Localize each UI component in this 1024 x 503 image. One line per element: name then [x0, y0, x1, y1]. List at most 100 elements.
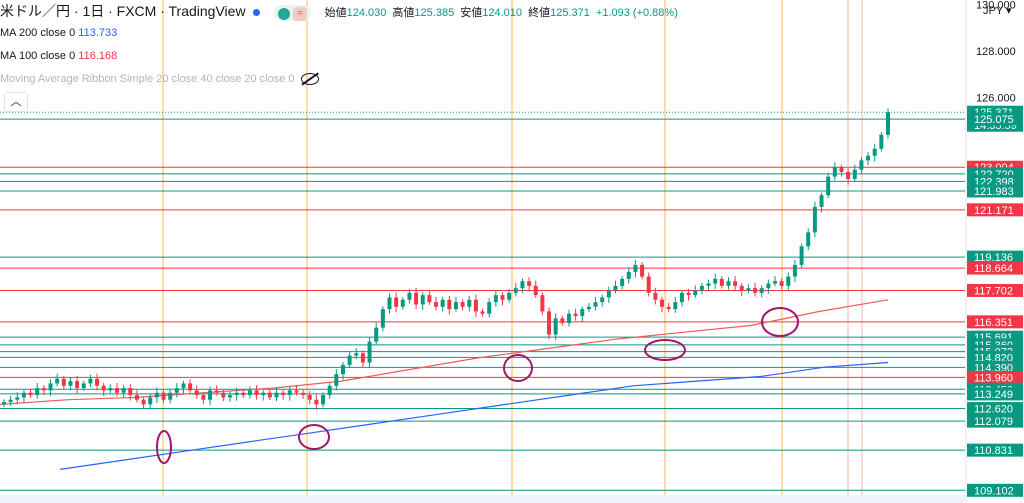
- candle-body: [779, 281, 784, 286]
- candle: [606, 286, 611, 304]
- candle-body: [301, 392, 306, 396]
- candle: [713, 273, 718, 290]
- chevron-up-icon: ︿: [10, 96, 22, 108]
- price-label-text: 119.136: [974, 252, 1013, 264]
- ma100-line: [0, 299, 889, 405]
- candle: [400, 297, 405, 310]
- candle-body: [347, 355, 352, 365]
- candle-body: [427, 295, 432, 303]
- time-scale-strip: [0, 495, 966, 503]
- ma100-legend[interactable]: MA 100 close 0 116.168: [0, 50, 118, 62]
- candle-body: [294, 390, 299, 393]
- candle-body: [633, 264, 638, 272]
- high-value: 125.385: [414, 7, 455, 19]
- candle-body: [733, 281, 738, 286]
- candle-body: [487, 302, 492, 314]
- price-label-box: [967, 261, 1023, 275]
- candle-body: [493, 295, 498, 303]
- ribbon-toggle[interactable]: ≈: [274, 4, 312, 21]
- candle: [726, 277, 731, 290]
- candle: [35, 382, 40, 399]
- candle-body: [706, 283, 711, 286]
- moving-averages: [0, 299, 889, 470]
- candle: [301, 389, 306, 399]
- candle-body: [374, 327, 379, 342]
- candle-body: [460, 302, 465, 307]
- currency-selector[interactable]: JPY ▾: [983, 5, 1012, 17]
- candle-body: [128, 388, 133, 396]
- ribbon-legend[interactable]: Moving Average Ribbon Simple 20 close 40…: [0, 73, 319, 86]
- collapse-legend-button[interactable]: ︿: [4, 92, 28, 112]
- candle: [560, 315, 565, 326]
- candle: [832, 162, 837, 181]
- candle-body: [8, 399, 13, 403]
- candle-body: [699, 285, 704, 291]
- price-label: 118.664: [967, 261, 1023, 275]
- symbol-title[interactable]: 米ドル／円 · 1日 · FXCM · TradingView: [0, 3, 246, 19]
- candle: [719, 276, 724, 289]
- candle-body: [766, 283, 771, 289]
- candle: [706, 279, 711, 291]
- candle-body: [61, 378, 66, 386]
- candle-body: [281, 392, 286, 396]
- candle: [101, 382, 106, 396]
- candle-body: [407, 292, 412, 300]
- candle-body: [234, 392, 239, 396]
- candle-body: [154, 392, 159, 398]
- price-label-text: 109.102: [974, 485, 1014, 497]
- candle-body: [653, 292, 658, 300]
- price-label: 113.960: [967, 370, 1023, 384]
- price-label-box: [967, 414, 1023, 428]
- candle-body: [553, 318, 558, 335]
- candle-body: [360, 353, 365, 363]
- candle: [340, 362, 345, 380]
- candle-body: [68, 381, 73, 386]
- price-label-text: 121.983: [974, 186, 1014, 198]
- candle: [360, 350, 365, 368]
- candle: [460, 299, 465, 311]
- candle-body: [586, 306, 591, 310]
- candle-body: [221, 392, 226, 398]
- candle: [626, 267, 631, 284]
- candle-body: [799, 246, 804, 265]
- candle: [327, 381, 332, 399]
- candle: [500, 292, 505, 306]
- candle: [852, 164, 857, 182]
- candle: [287, 386, 292, 401]
- price-label-box: [967, 387, 1023, 401]
- candle-body: [467, 299, 472, 307]
- candle: [653, 287, 658, 305]
- candle: [666, 302, 671, 312]
- candle: [434, 297, 439, 311]
- candle-body: [826, 176, 831, 196]
- candle: [866, 151, 871, 165]
- price-label-text: 125.075: [974, 114, 1014, 126]
- candle: [55, 373, 60, 387]
- candle: [540, 292, 545, 316]
- ma200-legend[interactable]: MA 200 close 0 113.733: [0, 27, 118, 39]
- candle: [792, 259, 797, 283]
- candle: [2, 399, 6, 408]
- axis-tick-label: 128.000: [976, 46, 1016, 58]
- price-label-box: [967, 370, 1023, 384]
- candle-body: [420, 295, 425, 305]
- green-dot-icon: [278, 7, 291, 20]
- candle-body: [679, 292, 684, 303]
- candle-body: [41, 388, 46, 391]
- candle-body: [852, 169, 857, 179]
- candle-body: [640, 264, 645, 277]
- price-label-text: 110.831: [974, 445, 1013, 457]
- hidden-eye-icon[interactable]: [300, 73, 319, 86]
- price-label: 116.351: [967, 315, 1023, 329]
- candle-body: [866, 155, 871, 161]
- price-label-text: 113.249: [974, 389, 1013, 401]
- candle: [194, 385, 199, 399]
- candle: [181, 380, 186, 394]
- price-label: 117.702: [967, 283, 1023, 297]
- candle: [380, 306, 385, 332]
- candle: [507, 288, 512, 303]
- candle: [134, 389, 139, 403]
- candle-body: [812, 206, 817, 233]
